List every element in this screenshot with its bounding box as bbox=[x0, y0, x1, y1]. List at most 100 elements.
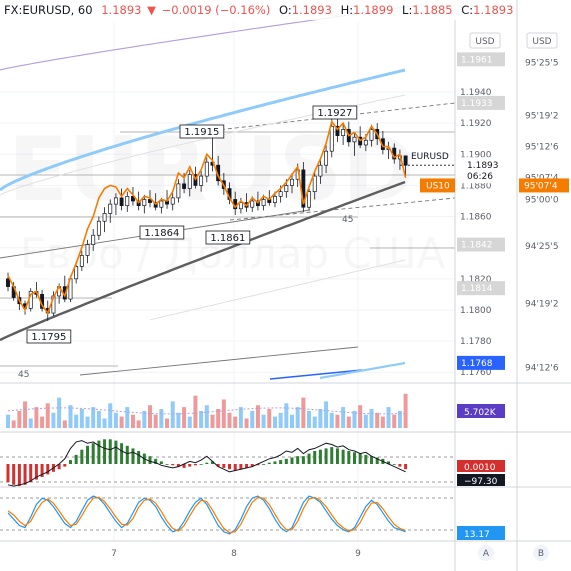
macd-histogram-bar[interactable] bbox=[46, 464, 50, 475]
volume-bar[interactable] bbox=[363, 414, 368, 428]
macd-histogram-bar[interactable] bbox=[347, 451, 351, 464]
candle-body[interactable] bbox=[108, 203, 113, 214]
volume-bar[interactable] bbox=[216, 409, 221, 428]
volume-bar[interactable] bbox=[295, 407, 300, 428]
volume-bar[interactable] bbox=[307, 410, 312, 428]
candle-body[interactable] bbox=[341, 129, 346, 136]
candle-body[interactable] bbox=[182, 183, 187, 189]
volume-bar[interactable] bbox=[324, 401, 329, 428]
volume-bar[interactable] bbox=[45, 403, 50, 428]
macd-histogram-bar[interactable] bbox=[296, 456, 300, 464]
macd-histogram-bar[interactable] bbox=[352, 452, 356, 464]
auto-scale-button[interactable]: A bbox=[478, 545, 494, 561]
candle-body[interactable] bbox=[324, 150, 329, 166]
macd-histogram-bar[interactable] bbox=[273, 461, 277, 464]
macd-histogram-bar[interactable] bbox=[364, 454, 368, 464]
volume-bar[interactable] bbox=[250, 410, 255, 428]
macd-histogram-bar[interactable] bbox=[290, 457, 294, 465]
volume-bar[interactable] bbox=[335, 414, 340, 428]
volume-bar[interactable] bbox=[352, 410, 357, 428]
macd-histogram-bar[interactable] bbox=[245, 464, 249, 468]
volume-bar[interactable] bbox=[341, 407, 346, 428]
volume-bar[interactable] bbox=[284, 403, 289, 428]
volume-bar[interactable] bbox=[227, 412, 232, 428]
volume-bar[interactable] bbox=[210, 414, 215, 428]
candle-body[interactable] bbox=[187, 174, 192, 189]
macd-histogram-bar[interactable] bbox=[239, 464, 243, 470]
candle-body[interactable] bbox=[261, 199, 266, 207]
macd-histogram-bar[interactable] bbox=[398, 464, 402, 467]
candle-body[interactable] bbox=[148, 199, 152, 203]
macd-histogram-bar[interactable] bbox=[171, 464, 175, 466]
macd-histogram-bar[interactable] bbox=[63, 464, 67, 467]
macd-histogram-bar[interactable] bbox=[34, 464, 38, 480]
macd-histogram-bar[interactable] bbox=[267, 462, 271, 464]
macd-histogram-bar[interactable] bbox=[313, 451, 317, 464]
macd-histogram-bar[interactable] bbox=[125, 445, 129, 464]
volume-bar[interactable] bbox=[23, 401, 28, 428]
macd-histogram-bar[interactable] bbox=[23, 464, 27, 485]
macd-pane[interactable]: 0.0010 −97.30 bbox=[0, 439, 505, 487]
candle-body[interactable] bbox=[290, 178, 294, 186]
volume-bar[interactable] bbox=[329, 412, 334, 428]
candle-body[interactable] bbox=[204, 161, 209, 177]
volume-bar[interactable] bbox=[148, 405, 152, 428]
candle-body[interactable] bbox=[79, 255, 84, 267]
candle-body[interactable] bbox=[273, 195, 277, 203]
volume-bar[interactable] bbox=[102, 418, 107, 429]
macd-histogram-bar[interactable] bbox=[154, 458, 158, 464]
macd-histogram-bar[interactable] bbox=[114, 440, 118, 464]
candle-body[interactable] bbox=[284, 185, 289, 193]
macd-histogram-bar[interactable] bbox=[86, 445, 90, 464]
macd-histogram-bar[interactable] bbox=[279, 460, 283, 464]
candle-body[interactable] bbox=[307, 191, 311, 208]
volume-bar[interactable] bbox=[346, 416, 351, 428]
volume-bar[interactable] bbox=[369, 409, 374, 428]
macd-histogram-bar[interactable] bbox=[68, 460, 72, 464]
candle-body[interactable] bbox=[170, 197, 175, 205]
candle-body[interactable] bbox=[142, 199, 147, 207]
volume-bar[interactable] bbox=[79, 409, 84, 428]
macd-histogram-bar[interactable] bbox=[387, 461, 391, 464]
volume-bar[interactable] bbox=[119, 416, 124, 428]
volume-bar[interactable] bbox=[96, 410, 101, 428]
candle-body[interactable] bbox=[335, 125, 340, 136]
volume-bar[interactable] bbox=[312, 416, 317, 428]
candle-body[interactable] bbox=[238, 202, 243, 210]
volume-bar[interactable] bbox=[392, 414, 397, 428]
macd-histogram-bar[interactable] bbox=[17, 464, 21, 487]
macd-histogram-bar[interactable] bbox=[103, 439, 107, 464]
macd-histogram-bar[interactable] bbox=[250, 464, 254, 467]
candle-body[interactable] bbox=[352, 136, 357, 143]
volume-bar[interactable] bbox=[125, 407, 130, 428]
macd-histogram-bar[interactable] bbox=[210, 461, 214, 464]
macd-histogram-bar[interactable] bbox=[392, 464, 396, 465]
macd-histogram-bar[interactable] bbox=[233, 464, 237, 471]
macd-histogram-bar[interactable] bbox=[165, 464, 169, 465]
macd-histogram-bar[interactable] bbox=[12, 464, 16, 485]
macd-histogram-bar[interactable] bbox=[262, 464, 266, 465]
macd-histogram-bar[interactable] bbox=[216, 464, 220, 467]
macd-histogram-bar[interactable] bbox=[137, 451, 141, 464]
macd-histogram-bar[interactable] bbox=[29, 464, 33, 483]
volume-bar[interactable] bbox=[165, 418, 170, 429]
macd-histogram-bar[interactable] bbox=[148, 456, 152, 464]
macd-histogram-bar[interactable] bbox=[131, 448, 135, 464]
volume-bar[interactable] bbox=[11, 420, 16, 428]
volume-bar[interactable] bbox=[136, 420, 141, 428]
macd-histogram-bar[interactable] bbox=[222, 464, 226, 468]
candle-body[interactable] bbox=[96, 220, 101, 236]
macd-histogram-bar[interactable] bbox=[188, 464, 192, 467]
volume-bar[interactable] bbox=[397, 410, 402, 428]
volume-bar[interactable] bbox=[358, 405, 363, 428]
macd-histogram-bar[interactable] bbox=[108, 439, 112, 464]
volume-bar[interactable] bbox=[187, 416, 192, 428]
log-scale-button[interactable]: B bbox=[533, 545, 549, 561]
macd-histogram-bar[interactable] bbox=[199, 464, 203, 465]
candle-body[interactable] bbox=[312, 175, 317, 193]
volume-bar[interactable] bbox=[170, 401, 175, 428]
candle-body[interactable] bbox=[159, 200, 164, 208]
volume-bar[interactable] bbox=[386, 407, 391, 428]
macd-histogram-bar[interactable] bbox=[330, 447, 334, 464]
